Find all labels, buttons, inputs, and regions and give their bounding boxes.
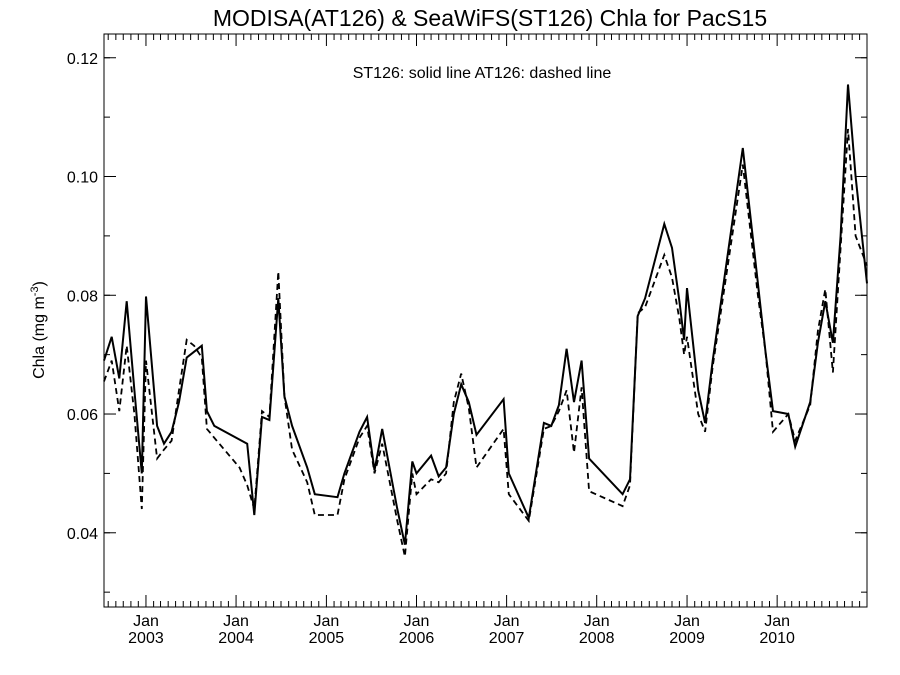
series-line-st126 [103,84,868,545]
x-tick-label-year: 2006 [399,630,435,647]
x-tick-label-month: Jan [314,613,340,630]
x-tick-label-year: 2005 [309,630,345,647]
y-tick-label: 0.10 [67,170,98,187]
y-tick-label: 0.08 [67,288,98,305]
x-tick-label-year: 2010 [759,630,795,647]
plot-axes: 0.040.060.080.100.12Jan2003Jan2004Jan200… [67,33,868,647]
y-axis-label: Chla (mg m-3) [29,281,48,379]
chart-title: MODISA(AT126) & SeaWiFS(ST126) Chla for … [213,5,767,31]
plot-frame [103,33,868,608]
x-tick-label-year: 2004 [218,630,254,647]
x-tick-label-month: Jan [764,613,790,630]
x-tick-label-year: 2003 [128,630,164,647]
x-tick-label-month: Jan [494,613,520,630]
x-tick-label-year: 2007 [489,630,525,647]
y-tick-label: 0.06 [67,407,98,424]
x-tick-label-year: 2008 [579,630,615,647]
y-tick-label: 0.12 [67,51,98,68]
y-tick-label: 0.04 [67,526,98,543]
x-tick-label-year: 2009 [669,630,705,647]
series-layer [103,84,868,557]
x-tick-label-month: Jan [584,613,610,630]
x-tick-label-month: Jan [133,613,159,630]
x-tick-label-month: Jan [674,613,700,630]
x-tick-label-month: Jan [223,613,249,630]
series-line-at126 [103,128,868,557]
line-style-annotation: ST126: solid line AT126: dashed line [353,65,612,82]
x-tick-label-month: Jan [404,613,430,630]
